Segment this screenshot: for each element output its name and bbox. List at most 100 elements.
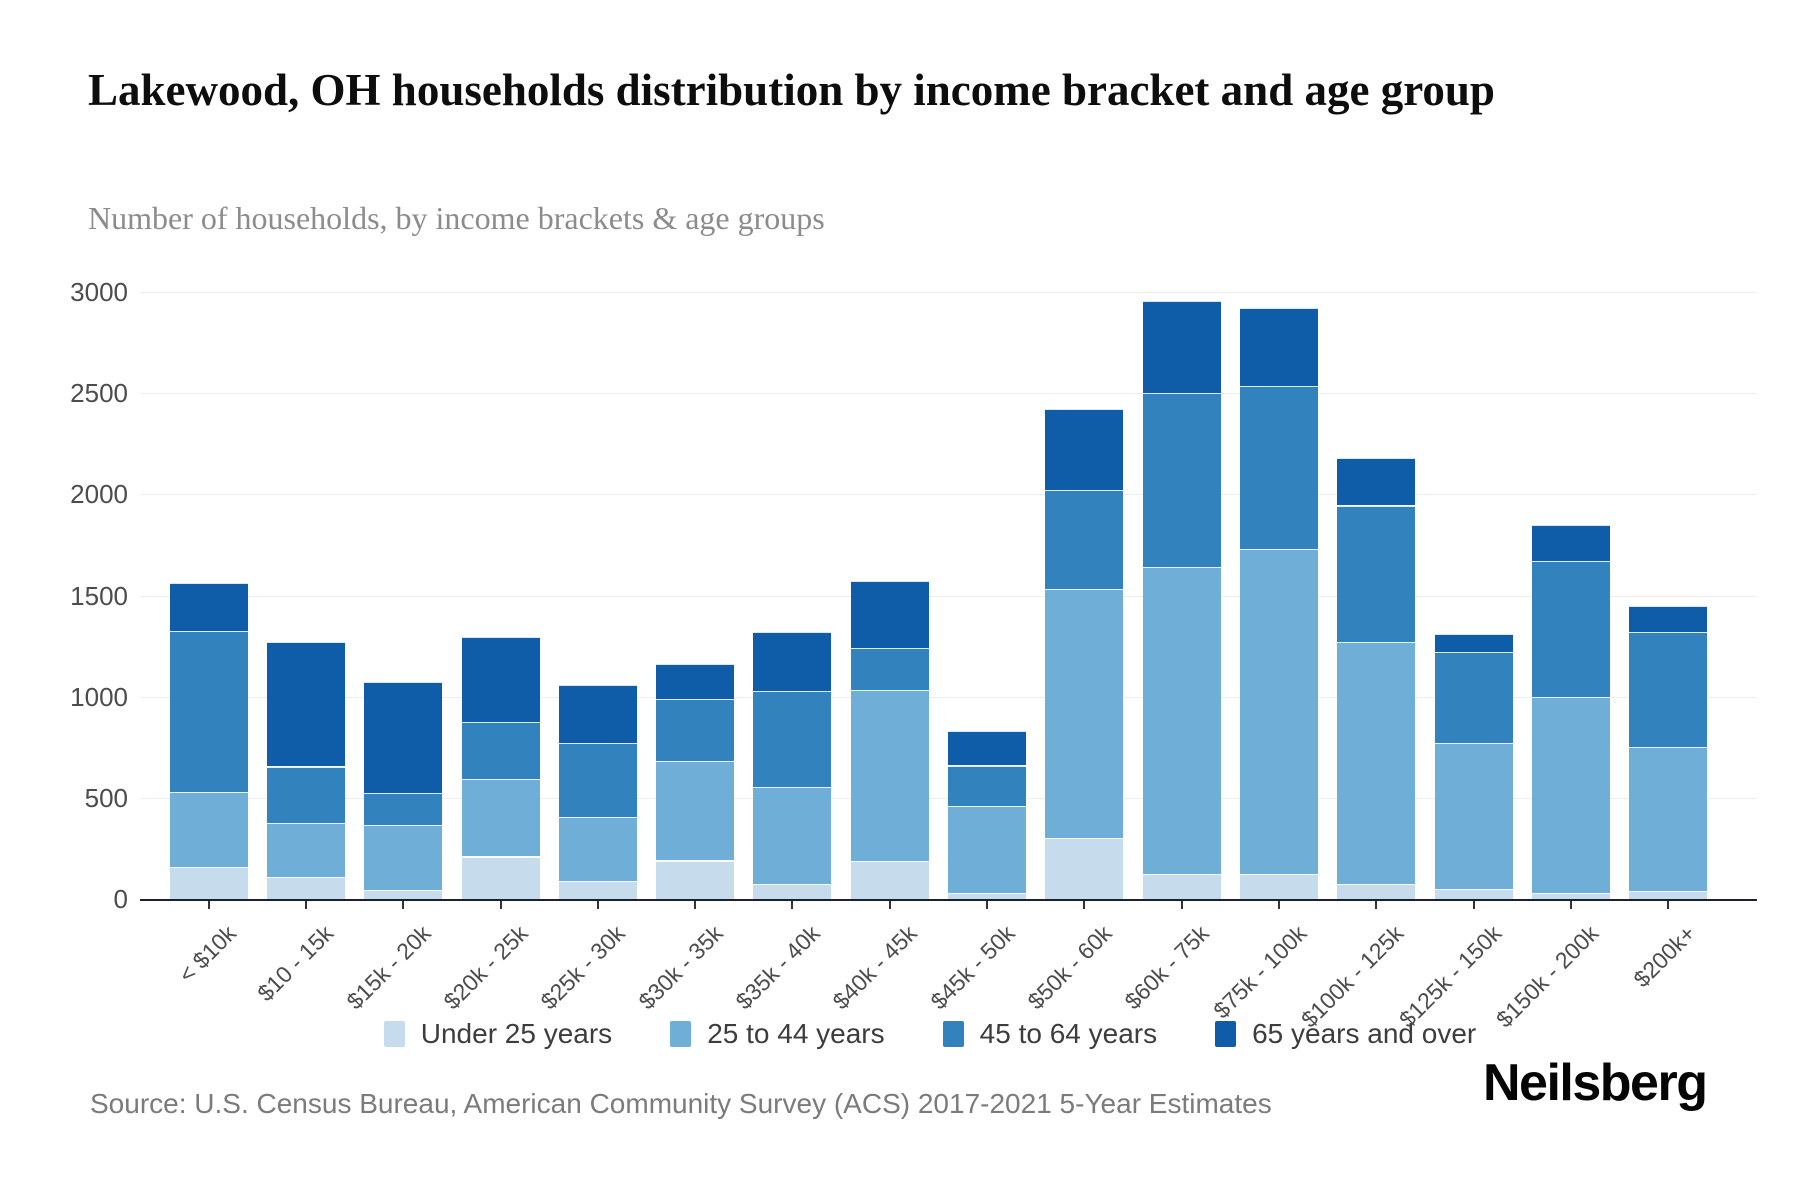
bar-segment[interactable] xyxy=(1629,631,1708,748)
gridline-y-3000 xyxy=(140,292,1757,293)
bar-segment[interactable] xyxy=(364,825,443,890)
bar-segment[interactable] xyxy=(1045,409,1124,491)
bar-segment[interactable] xyxy=(558,743,637,818)
bar-segment[interactable] xyxy=(753,883,832,899)
bar-segment[interactable] xyxy=(1337,505,1416,643)
x-axis-tick xyxy=(1472,901,1475,909)
bar-segment[interactable] xyxy=(1434,633,1513,653)
x-axis-tick xyxy=(596,901,599,909)
x-axis-tick xyxy=(1375,901,1378,909)
bar-segment[interactable] xyxy=(1142,393,1221,568)
bar-segment[interactable] xyxy=(461,722,540,779)
bar-segment[interactable] xyxy=(850,689,929,861)
bar-segment[interactable] xyxy=(461,778,540,857)
bar-segment[interactable] xyxy=(558,817,637,881)
x-axis-tick xyxy=(1569,901,1572,909)
bar-segment[interactable] xyxy=(1531,696,1610,893)
legend-item-65-years-and-over[interactable]: 65 years and over xyxy=(1215,1018,1476,1050)
bar-segment[interactable] xyxy=(1531,892,1610,899)
bar-segment[interactable] xyxy=(656,698,735,762)
bar-segment[interactable] xyxy=(1240,308,1318,387)
brand-logo[interactable]: Neilsberg xyxy=(1483,1054,1708,1112)
bar-segment[interactable] xyxy=(656,860,735,899)
bar-segment[interactable] xyxy=(753,786,832,884)
x-axis-label: $10 - 15k xyxy=(252,920,339,1007)
bar-segment[interactable] xyxy=(1337,457,1416,506)
bar-segment[interactable] xyxy=(850,581,929,649)
bar-segment[interactable] xyxy=(1142,873,1221,899)
bar-segment[interactable] xyxy=(558,880,637,899)
bar-segment[interactable] xyxy=(1337,642,1416,884)
x-axis-tick xyxy=(1083,901,1086,909)
x-axis-tick xyxy=(888,901,891,909)
bar-segment[interactable] xyxy=(850,648,929,690)
x-axis-line xyxy=(140,899,1757,901)
x-axis-tick xyxy=(791,901,794,909)
bar-segment[interactable] xyxy=(558,684,637,744)
legend-label: Under 25 years xyxy=(420,1018,613,1049)
bar-segment[interactable] xyxy=(266,642,345,767)
x-axis-label: $50k - 60k xyxy=(1022,920,1117,1015)
bar-segment[interactable] xyxy=(948,731,1026,766)
bar-segment[interactable] xyxy=(266,876,345,899)
bar-segment[interactable] xyxy=(948,892,1026,899)
bar-segment[interactable] xyxy=(169,866,248,899)
y-axis-tick-label: 2000 xyxy=(70,479,128,510)
bar-segment[interactable] xyxy=(656,664,735,699)
bar-segment[interactable] xyxy=(1531,524,1610,562)
bar-segment[interactable] xyxy=(1045,838,1124,899)
bar-segment[interactable] xyxy=(1629,605,1708,632)
bar-segment[interactable] xyxy=(753,631,832,691)
bar-segment[interactable] xyxy=(1045,490,1124,590)
bar-segment[interactable] xyxy=(266,823,345,877)
y-axis-tick-label: 1000 xyxy=(70,681,128,712)
x-axis-label: $60k - 75k xyxy=(1119,920,1215,1015)
legend-item-25-to-44-years[interactable]: 25 to 44 years xyxy=(670,1018,885,1050)
bar-segment[interactable] xyxy=(169,630,248,792)
gridline-y-1500 xyxy=(140,595,1757,597)
bar-segment[interactable] xyxy=(948,765,1026,806)
x-axis-label: $30k - 35k xyxy=(633,920,728,1015)
bar-segment[interactable] xyxy=(1337,883,1416,899)
legend-item-under-25-years[interactable]: Under 25 years xyxy=(383,1018,613,1050)
bar-segment[interactable] xyxy=(364,889,443,899)
bar-segment[interactable] xyxy=(1629,890,1708,899)
bar-segment[interactable] xyxy=(656,761,735,861)
bar-segment[interactable] xyxy=(1240,873,1318,899)
y-axis-tick-label: 500 xyxy=(84,782,128,813)
bar-segment[interactable] xyxy=(364,681,443,793)
bar-segment[interactable] xyxy=(364,792,443,826)
x-axis-tick xyxy=(304,901,307,909)
x-axis-label: $40k - 45k xyxy=(827,920,923,1015)
bar-segment[interactable] xyxy=(1142,567,1221,874)
bar-segment[interactable] xyxy=(169,791,248,867)
gridline-y-2000 xyxy=(140,494,1757,496)
bar-segment[interactable] xyxy=(1142,301,1221,394)
bar-segment[interactable] xyxy=(1434,888,1513,899)
bar-segment[interactable] xyxy=(1434,743,1513,889)
legend-color-chip xyxy=(942,1021,964,1047)
y-axis-tick-label: 2500 xyxy=(70,378,128,409)
bar-segment[interactable] xyxy=(1531,561,1610,697)
bar-segment[interactable] xyxy=(169,583,248,631)
bar-segment[interactable] xyxy=(461,637,540,722)
x-axis-tick xyxy=(1180,901,1183,909)
bar-segment[interactable] xyxy=(948,805,1026,893)
bar-segment[interactable] xyxy=(1240,386,1318,549)
bar-segment[interactable] xyxy=(1434,652,1513,744)
chart-legend: Under 25 years 25 to 44 years 45 to 64 yea… xyxy=(0,1018,1800,1050)
bar-segment[interactable] xyxy=(1045,589,1124,839)
legend-label: 65 years and over xyxy=(1252,1018,1477,1049)
page-subtitle: Number of households, by income brackets… xyxy=(88,200,825,236)
legend-color-chip xyxy=(670,1021,692,1047)
bar-segment[interactable] xyxy=(461,856,540,899)
x-axis-label: $100k - 125k xyxy=(1296,920,1409,1033)
bar-segment[interactable] xyxy=(1240,549,1318,874)
bar-segment[interactable] xyxy=(1629,747,1708,891)
bar-segment[interactable] xyxy=(266,766,345,824)
legend-label: 25 to 44 years xyxy=(707,1018,885,1049)
bar-segment[interactable] xyxy=(753,690,832,787)
bar-segment[interactable] xyxy=(850,860,929,899)
legend-item-45-to-64-years[interactable]: 45 to 64 years xyxy=(942,1018,1157,1050)
